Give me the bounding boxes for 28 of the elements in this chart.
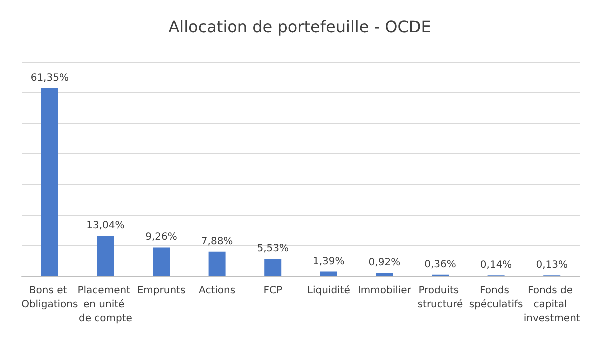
x-tick-label: Produits structuré [418, 286, 464, 310]
bar [264, 259, 282, 276]
data-label: 0,14% [480, 260, 512, 272]
x-tick-label: FCP [264, 286, 282, 296]
x-tick-label: Emprunts [137, 286, 186, 296]
data-label: 13,04% [86, 220, 125, 232]
bar [97, 236, 114, 276]
bar [41, 88, 58, 276]
x-tick-label: Liquidité [307, 286, 350, 296]
data-label: 61,35% [30, 72, 69, 84]
x-tick-label: Fonds de capital investment [524, 286, 580, 324]
data-label: 5,53% [257, 244, 289, 255]
chart-title: Allocation de portefeuille - OCDE [168, 18, 432, 36]
data-label: 7,88% [201, 236, 234, 248]
bar [153, 248, 170, 276]
bar [208, 252, 226, 276]
x-tick-label: Bons et Obligations [22, 286, 78, 310]
x-tick-label: Fonds spéculatifs [469, 286, 524, 310]
data-label: 9,26% [146, 232, 178, 244]
bar [376, 273, 394, 276]
data-label: 0,36% [424, 259, 456, 270]
x-tick-label: Immobilier [358, 286, 412, 296]
x-tick-label: Actions [199, 286, 236, 296]
bar [320, 272, 338, 276]
data-label: 1,39% [313, 256, 345, 268]
data-label: 0,13% [536, 260, 568, 272]
x-tick-label: Placement en unité de compte [78, 286, 134, 324]
data-label: 0,92% [368, 258, 401, 269]
